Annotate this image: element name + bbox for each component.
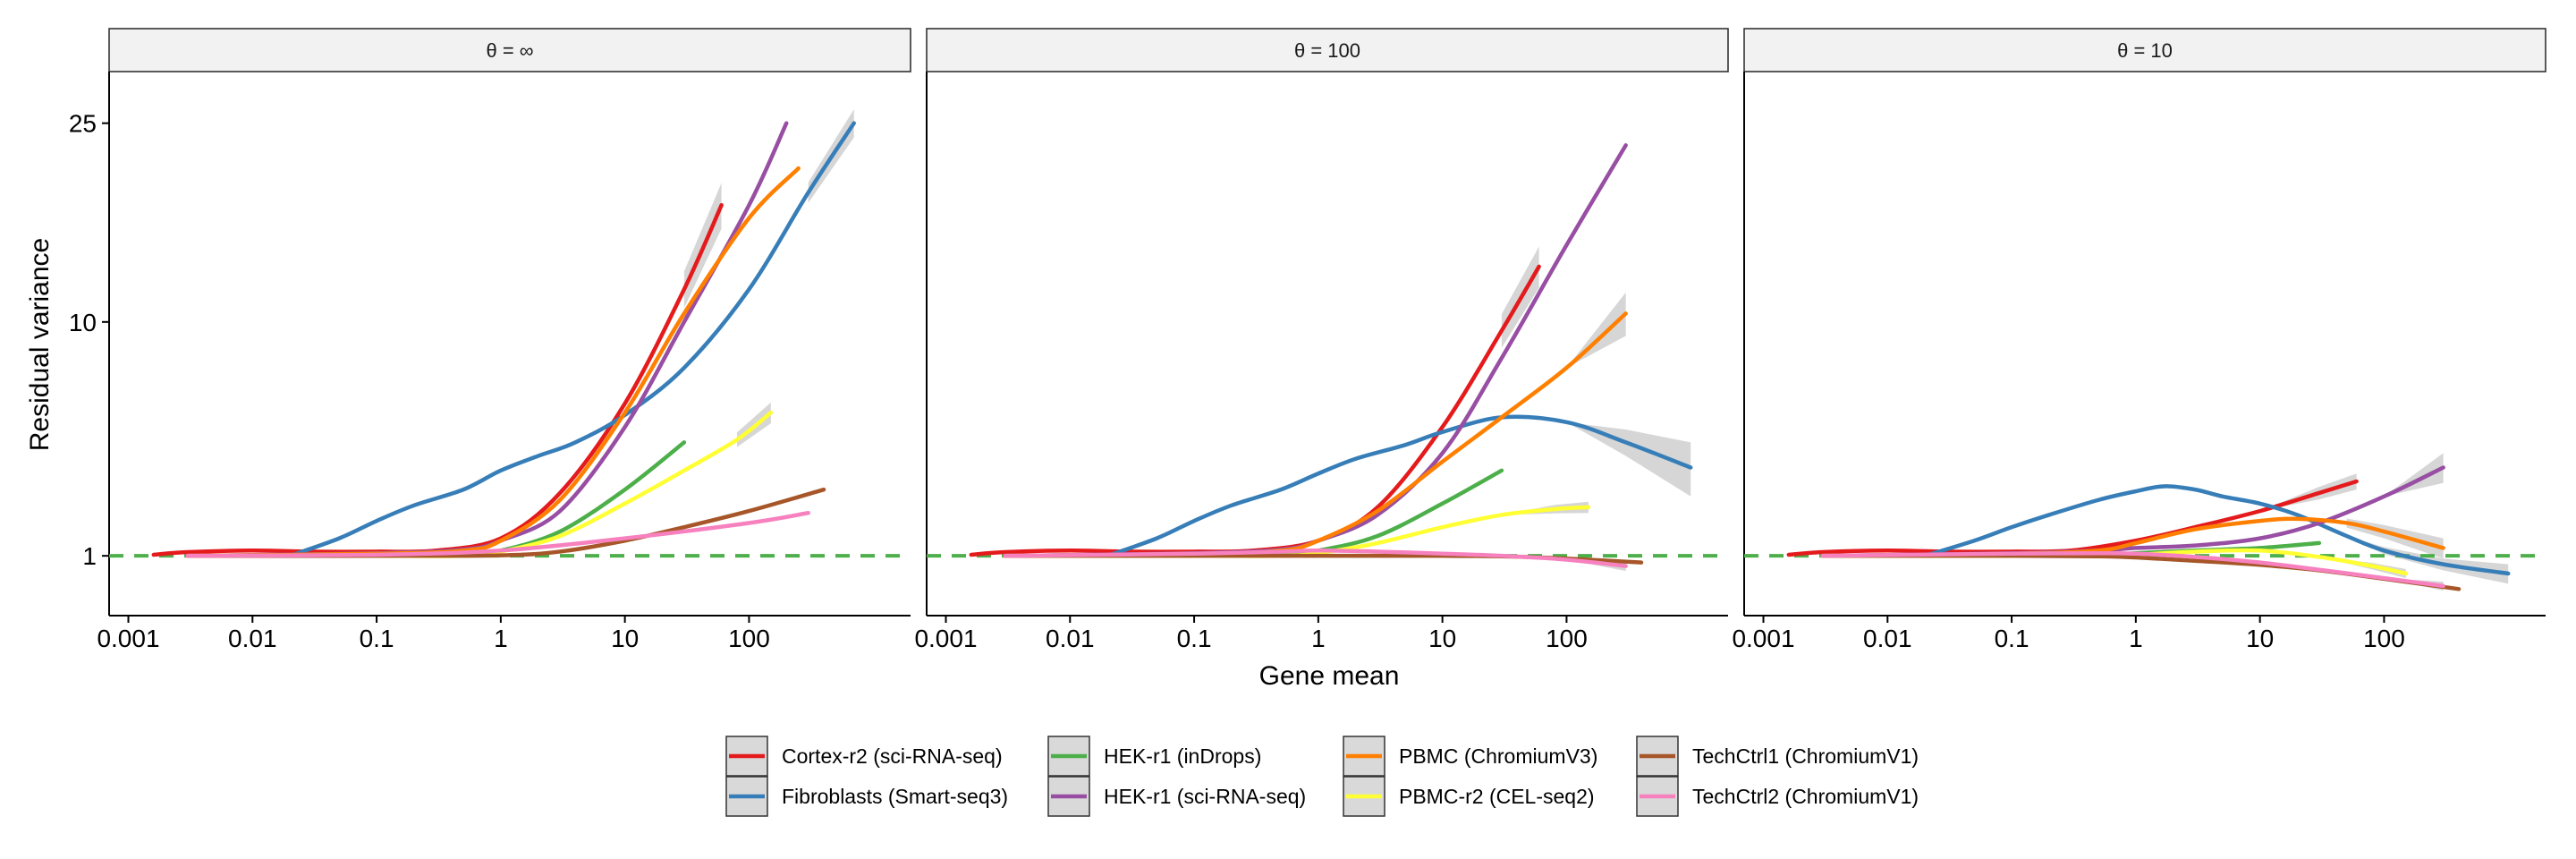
x-tick-label: 100 <box>1546 625 1588 652</box>
x-tick-label: 0.01 <box>1863 625 1912 652</box>
series-line <box>151 202 724 557</box>
series-line <box>1820 553 2462 591</box>
x-tick-label: 0.01 <box>228 625 277 652</box>
x-tick-label: 0.01 <box>1046 625 1095 652</box>
legend-item: Cortex-r2 (sci-RNA-seq) <box>725 736 1003 777</box>
x-tick-label: 1 <box>2129 625 2143 652</box>
legend-label: PBMC-r2 (CEL-seq2) <box>1399 785 1595 808</box>
legend: Cortex-r2 (sci-RNA-seq) Fibroblasts (Smar… <box>725 736 1919 817</box>
x-axis-title: Gene mean <box>1259 661 1400 691</box>
plot-area <box>109 109 911 558</box>
series-line <box>969 264 1541 557</box>
series-line <box>1003 143 1628 558</box>
facet-strip-label: θ = ∞ <box>487 39 534 62</box>
x-tick-label: 100 <box>2363 625 2405 652</box>
confidence-band <box>2259 473 2357 512</box>
x-tick-label: 1 <box>494 625 508 652</box>
y-tick-label: 10 <box>69 309 97 336</box>
x-tick-label: 100 <box>728 625 770 652</box>
x-tick-label: 0.1 <box>1177 625 1212 652</box>
legend-label: Fibroblasts (Smart-seq3) <box>782 785 1008 808</box>
x-tick-label: 0.1 <box>360 625 394 652</box>
series-line <box>185 487 826 558</box>
legend-item: TechCtrl1 (ChromiumV1) <box>1636 736 1919 777</box>
plot-area <box>1744 453 2546 591</box>
facet-strip-label: θ = 10 <box>2117 39 2173 62</box>
legend-item: HEK-r1 (sci-RNA-seq) <box>1047 776 1306 817</box>
series-line <box>1922 484 2511 576</box>
legend-item: TechCtrl2 (ChromiumV1) <box>1636 776 1919 817</box>
y-axis-title: Residual variance <box>25 238 55 451</box>
legend-label: PBMC (ChromiumV3) <box>1399 744 1597 768</box>
confidence-band <box>2384 453 2444 497</box>
legend-item: PBMC (ChromiumV3) <box>1343 736 1597 777</box>
legend-item: HEK-r1 (inDrops) <box>1047 736 1261 777</box>
y-tick-label: 25 <box>69 110 97 138</box>
legend-item: PBMC-r2 (CEL-seq2) <box>1343 776 1595 817</box>
y-tick-label: 1 <box>82 542 97 570</box>
series-line <box>213 410 774 558</box>
facet-strip <box>926 28 1729 72</box>
panel-2: θ = 100 0.001 0.01 0.1 1 10 100 <box>914 28 1729 652</box>
legend-label: HEK-r1 (sci-RNA-seq) <box>1104 785 1306 808</box>
x-tick-label: 0.001 <box>1732 625 1794 652</box>
x-tick-label: 0.1 <box>1995 625 2029 652</box>
series-line <box>1105 414 1693 558</box>
x-tick-label: 1 <box>1311 625 1326 652</box>
x-tick-label: 0.001 <box>914 625 977 652</box>
x-tick-label: 10 <box>611 625 639 652</box>
series-line <box>1030 468 1504 558</box>
series-line <box>185 511 810 558</box>
panel-3: θ = 10 0.001 0.01 0.1 1 10 100 <box>1732 28 2546 652</box>
facet-strip <box>108 28 911 72</box>
series-line <box>1003 311 1628 558</box>
panels-layer: θ = ∞ 0.001 0.01 0.1 1 10 100 1 10 25 θ = 100 0.001… <box>69 28 2546 652</box>
x-tick-label: 10 <box>1428 625 1456 652</box>
legend-label: TechCtrl1 (ChromiumV1) <box>1692 744 1919 768</box>
confidence-band <box>1566 292 1626 369</box>
legend-label: HEK-r1 (inDrops) <box>1104 744 1261 768</box>
facet-strip-label: θ = 100 <box>1294 39 1360 62</box>
series-line <box>1003 549 1628 568</box>
panel-1: θ = ∞ 0.001 0.01 0.1 1 10 100 1 10 25 <box>69 28 911 652</box>
series-line <box>287 121 856 558</box>
confidence-band <box>1566 421 1691 497</box>
x-tick-label: 10 <box>2246 625 2274 652</box>
plot-area <box>927 143 1728 572</box>
legend-label: Cortex-r2 (sci-RNA-seq) <box>782 744 1003 768</box>
legend-label: TechCtrl2 (ChromiumV1) <box>1692 785 1919 808</box>
x-tick-label: 0.001 <box>97 625 159 652</box>
series-line <box>185 121 789 558</box>
facet-strip <box>1743 28 2546 72</box>
series-line <box>1820 550 2445 589</box>
legend-item: Fibroblasts (Smart-seq3) <box>725 776 1008 817</box>
